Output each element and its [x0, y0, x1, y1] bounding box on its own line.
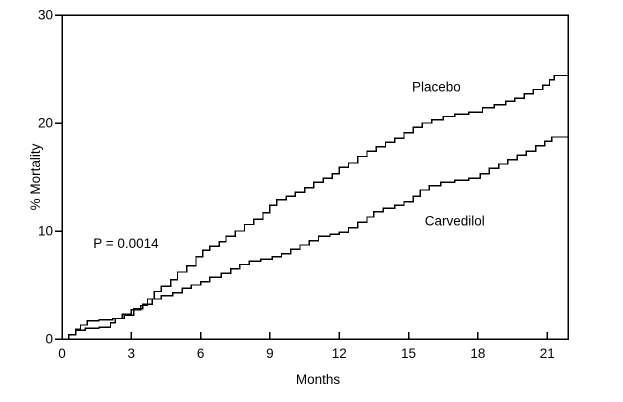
x-tick-label: 21	[540, 346, 555, 361]
curves	[62, 74, 568, 340]
chart-text: % Mortality Months P = 0.0014 Placebo Ca…	[28, 79, 485, 387]
y-tick-label: 20	[38, 116, 53, 131]
x-tick-label: 15	[401, 346, 416, 361]
plot-frame	[61, 14, 569, 340]
y-tick-label: 10	[38, 224, 53, 239]
placebo-curve-label: Placebo	[412, 79, 461, 94]
carvedilol-curve	[62, 136, 568, 340]
x-tick-label: 12	[332, 346, 347, 361]
x-axis-title: Months	[296, 372, 341, 387]
pvalue-annotation: P = 0.0014	[93, 236, 159, 251]
y-axis-title: % Mortality	[28, 143, 43, 210]
y-tick-label: 0	[45, 332, 53, 347]
x-tick-label: 3	[128, 346, 136, 361]
x-tick-label: 0	[58, 346, 66, 361]
y-tick-label: 30	[38, 8, 53, 23]
placebo-curve	[62, 74, 568, 340]
x-tick-label: 9	[266, 346, 274, 361]
carvedilol-curve-label: Carvedilol	[425, 213, 485, 228]
axes: 0 3 6 9 12 15 18 21 0 10 20 30	[38, 8, 569, 361]
x-tick-label: 18	[470, 346, 485, 361]
x-tick-label: 6	[197, 346, 205, 361]
